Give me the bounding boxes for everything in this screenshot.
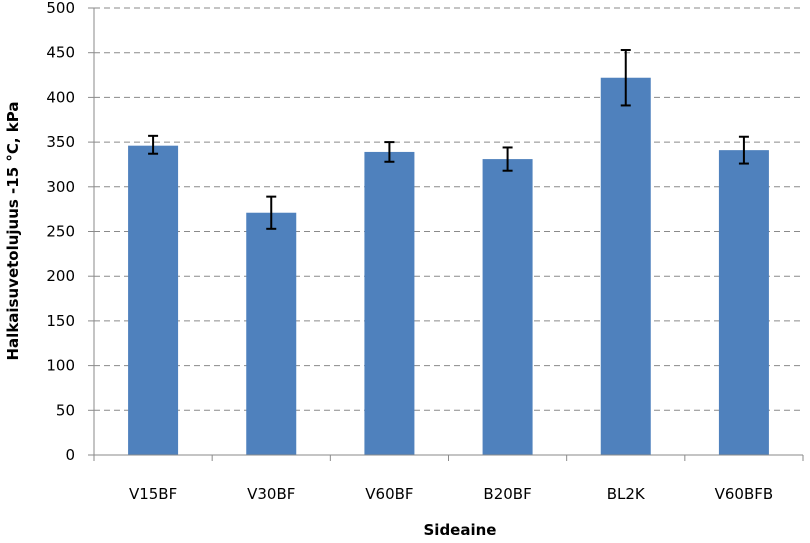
gridlines — [88, 7, 803, 456]
error-bar — [148, 134, 159, 155]
x-tick-labels: V15BF V30BF V60BF B20BF BL2K V60BFB — [129, 485, 773, 503]
x-tick-label: V15BF — [129, 485, 177, 503]
y-tick-label: 300 — [46, 178, 75, 196]
y-tick-label: 200 — [46, 267, 75, 285]
bar — [246, 212, 297, 455]
y-tick-label: 0 — [65, 446, 75, 464]
y-tick-label: 50 — [56, 401, 75, 419]
y-tick-label: 350 — [46, 133, 75, 151]
y-tick-label: 100 — [46, 357, 75, 375]
y-tick-label: 400 — [46, 88, 75, 106]
bar — [718, 150, 769, 455]
error-bar — [738, 135, 749, 165]
x-tick-label: B20BF — [483, 485, 531, 503]
y-axis-title: Halkaisuvetolujuus -15 °C, kPa — [4, 102, 22, 361]
error-bar — [502, 146, 513, 172]
x-axis-title: Sideaine — [424, 521, 497, 539]
axes — [93, 8, 804, 461]
x-tick-label: V60BFB — [715, 485, 774, 503]
y-tick-label: 500 — [46, 0, 75, 17]
bar — [482, 159, 533, 455]
x-tick-label: BL2K — [607, 485, 646, 503]
bar — [364, 151, 415, 455]
y-tick-labels: 0 50 100 150 200 250 300 350 400 450 500 — [46, 0, 75, 464]
error-bar — [266, 195, 277, 230]
bar — [600, 77, 651, 456]
error-bars — [148, 49, 749, 230]
y-tick-label: 150 — [46, 312, 75, 330]
error-bar — [384, 141, 395, 163]
bars — [128, 77, 769, 456]
y-tick-label: 250 — [46, 223, 75, 241]
y-tick-label: 450 — [46, 44, 75, 62]
x-tick-label: V60BF — [365, 485, 413, 503]
x-tick-label: V30BF — [247, 485, 295, 503]
bar — [128, 145, 179, 455]
error-bar — [620, 49, 631, 107]
